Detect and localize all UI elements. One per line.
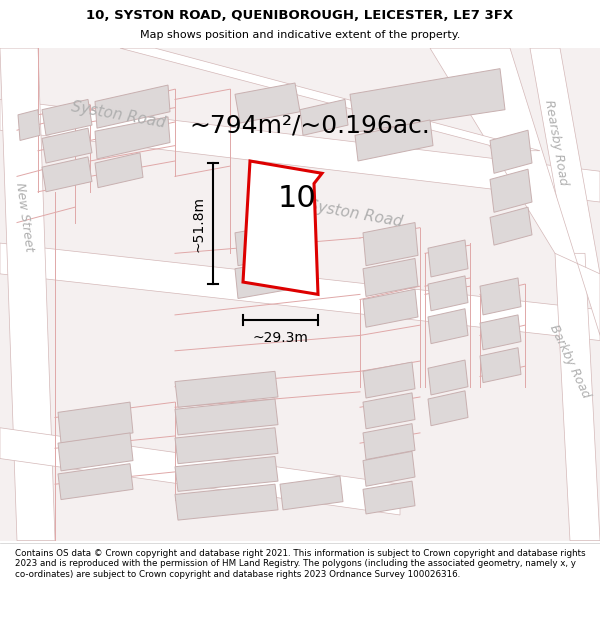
Polygon shape [363, 222, 418, 266]
Polygon shape [480, 278, 521, 315]
Polygon shape [0, 99, 600, 202]
Polygon shape [0, 48, 600, 541]
Polygon shape [0, 48, 55, 541]
Polygon shape [480, 348, 521, 382]
Text: ~51.8m: ~51.8m [192, 196, 206, 252]
Polygon shape [95, 152, 143, 188]
Polygon shape [42, 128, 92, 163]
Polygon shape [18, 110, 40, 141]
Polygon shape [555, 253, 600, 541]
Polygon shape [363, 289, 418, 328]
Polygon shape [363, 362, 415, 398]
Polygon shape [175, 428, 278, 464]
Polygon shape [490, 169, 532, 212]
Polygon shape [363, 451, 415, 486]
Polygon shape [530, 48, 600, 274]
Polygon shape [355, 120, 433, 161]
Polygon shape [175, 456, 278, 491]
Polygon shape [58, 464, 133, 499]
Polygon shape [490, 130, 532, 173]
Polygon shape [363, 259, 418, 296]
Polygon shape [363, 481, 415, 514]
Polygon shape [175, 399, 278, 435]
Polygon shape [480, 315, 521, 350]
Text: New Street: New Street [13, 182, 35, 253]
Polygon shape [235, 83, 300, 123]
Polygon shape [0, 428, 400, 515]
Text: Contains OS data © Crown copyright and database right 2021. This information is : Contains OS data © Crown copyright and d… [15, 549, 586, 579]
Text: 10: 10 [278, 184, 317, 213]
Polygon shape [58, 433, 133, 471]
Text: ~29.3m: ~29.3m [253, 331, 308, 346]
Polygon shape [300, 99, 348, 136]
Polygon shape [428, 240, 468, 277]
Polygon shape [42, 157, 92, 192]
Text: Rearsby Road: Rearsby Road [542, 99, 570, 186]
Polygon shape [95, 117, 170, 159]
Text: ~794m²/~0.196ac.: ~794m²/~0.196ac. [190, 113, 430, 137]
Text: Syston Road: Syston Road [307, 199, 403, 230]
Polygon shape [175, 371, 278, 408]
Polygon shape [0, 243, 600, 341]
Text: Syston Road: Syston Road [70, 99, 166, 131]
Polygon shape [363, 393, 415, 429]
Polygon shape [280, 476, 343, 510]
Polygon shape [350, 69, 505, 132]
Polygon shape [428, 391, 468, 426]
Polygon shape [175, 484, 278, 520]
Polygon shape [235, 256, 308, 299]
Text: 10, SYSTON ROAD, QUENIBOROUGH, LEICESTER, LE7 3FX: 10, SYSTON ROAD, QUENIBOROUGH, LEICESTER… [86, 9, 514, 22]
Polygon shape [363, 424, 415, 459]
Polygon shape [428, 276, 468, 311]
Text: Map shows position and indicative extent of the property.: Map shows position and indicative extent… [140, 30, 460, 40]
Polygon shape [58, 402, 133, 443]
Polygon shape [428, 360, 468, 395]
Polygon shape [243, 161, 322, 294]
Polygon shape [490, 207, 532, 245]
Polygon shape [42, 99, 92, 136]
Text: Barkby Road: Barkby Road [547, 322, 593, 400]
Polygon shape [428, 309, 468, 344]
Polygon shape [95, 85, 170, 128]
Polygon shape [430, 48, 600, 336]
Polygon shape [120, 48, 540, 151]
Polygon shape [235, 221, 308, 266]
